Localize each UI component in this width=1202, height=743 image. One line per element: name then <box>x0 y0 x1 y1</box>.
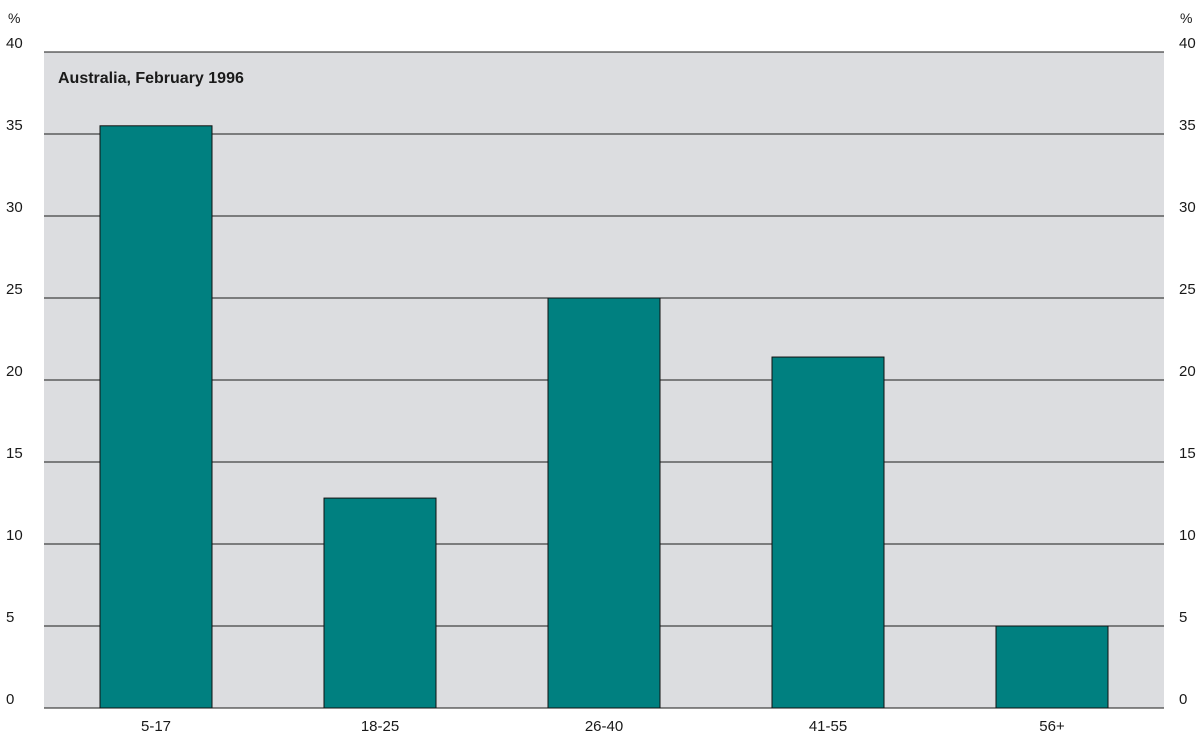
y-tick-label-right: 40 <box>1179 35 1196 52</box>
x-tick-label: 18-25 <box>361 718 399 735</box>
y-tick-label-right: 20 <box>1179 363 1196 380</box>
y-unit-right: % <box>1180 10 1192 26</box>
y-tick-label-right: 30 <box>1179 199 1196 216</box>
y-tick-label-left: 20 <box>6 363 23 380</box>
y-tick-label-right: 25 <box>1179 281 1196 298</box>
bar-56+ <box>995 625 1109 709</box>
x-tick-label: 26-40 <box>585 718 623 735</box>
y-tick-label-left: 40 <box>6 35 23 52</box>
x-tick-label: 56+ <box>1039 718 1065 735</box>
tick-labels: 0 0 5 5 10 10 15 15 20 20 25 25 30 30 35 35 40 40 5-17 18-2… <box>6 35 1196 735</box>
bar-18-25 <box>323 497 437 709</box>
bars <box>99 125 1109 709</box>
y-tick-label-right: 15 <box>1179 445 1196 462</box>
y-unit-left: % <box>8 10 20 26</box>
y-tick-label-right: 10 <box>1179 527 1196 544</box>
chart-title: Australia, February 1996 <box>58 70 244 87</box>
y-tick-label-left: 35 <box>6 117 23 134</box>
y-tick-label-left: 10 <box>6 527 23 544</box>
y-tick-label-left: 5 <box>6 609 14 626</box>
x-tick-label: 5-17 <box>141 718 171 735</box>
y-tick-label-left: 15 <box>6 445 23 462</box>
y-tick-label-right: 0 <box>1179 691 1187 708</box>
y-tick-label-left: 30 <box>6 199 23 216</box>
x-tick-label: 41-55 <box>809 718 847 735</box>
y-tick-label-right: 35 <box>1179 117 1196 134</box>
y-tick-label-right: 5 <box>1179 609 1187 626</box>
y-tick-label-left: 25 <box>6 281 23 298</box>
bar-41-55 <box>771 356 885 709</box>
y-tick-label-left: 0 <box>6 691 14 708</box>
bar-26-40 <box>547 297 661 709</box>
bar-5-17 <box>99 125 213 709</box>
